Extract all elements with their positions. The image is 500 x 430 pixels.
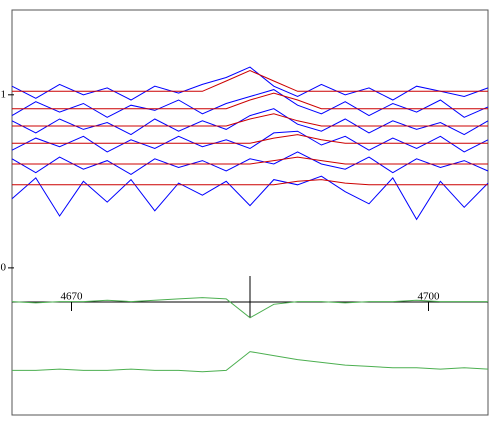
trace <box>11 151 489 175</box>
trace <box>11 130 489 153</box>
frame <box>11 9 489 416</box>
y-tick-label: 1 <box>1 88 7 100</box>
trace <box>11 66 489 101</box>
x-tick-label: 4700 <box>418 291 441 303</box>
trace <box>12 113 488 127</box>
trace <box>11 175 489 221</box>
trace <box>12 134 488 144</box>
trace <box>11 89 489 118</box>
x-tick-label: 4670 <box>61 291 84 303</box>
trace <box>12 92 488 110</box>
trace <box>12 179 488 186</box>
y-tick-label: 0 <box>1 261 7 273</box>
trace <box>11 108 489 136</box>
trace <box>12 156 488 165</box>
trace <box>11 297 488 319</box>
trace <box>12 70 488 92</box>
trace <box>12 351 489 373</box>
